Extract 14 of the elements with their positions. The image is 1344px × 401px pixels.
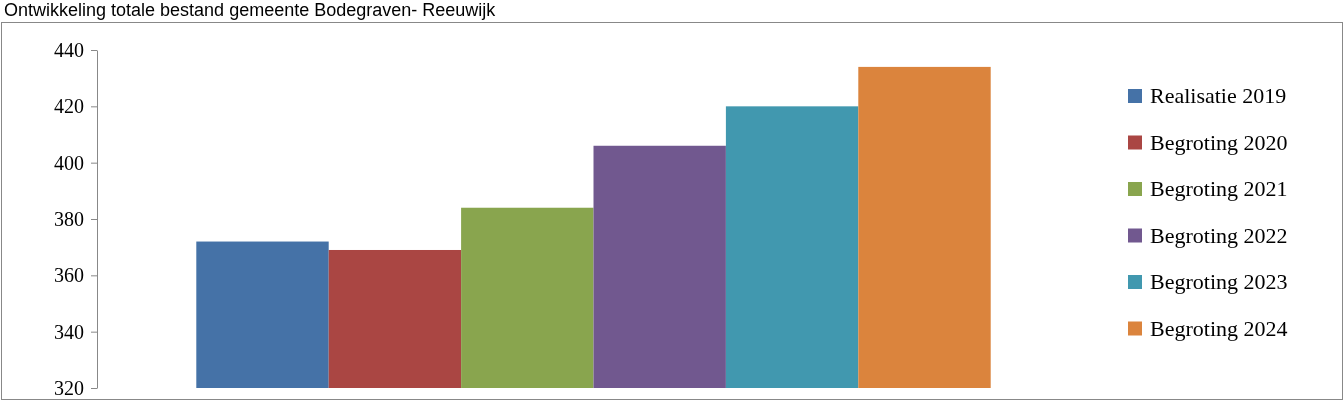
- legend-label: Realisatie 2019: [1150, 83, 1287, 108]
- y-tick-label: 440: [54, 38, 84, 61]
- chart-title: Ontwikkeling totale bestand gemeente Bodegraven- Reeuwijk: [4, 0, 497, 20]
- legend-label: Begroting 2020: [1150, 129, 1288, 155]
- y-tick-label: 400: [54, 151, 84, 174]
- legend-label: Begroting 2023: [1150, 269, 1288, 294]
- legend-label: Begroting 2021: [1150, 176, 1288, 201]
- legend-label: Begroting 2022: [1150, 222, 1288, 248]
- y-tick-label: 340: [54, 320, 84, 343]
- y-tick-label: 380: [54, 207, 84, 230]
- y-tick-label: 420: [54, 95, 84, 118]
- y-tick-label: 360: [54, 264, 84, 287]
- legend-label: Begroting 2024: [1150, 315, 1288, 341]
- y-tick-label: 320: [54, 376, 84, 399]
